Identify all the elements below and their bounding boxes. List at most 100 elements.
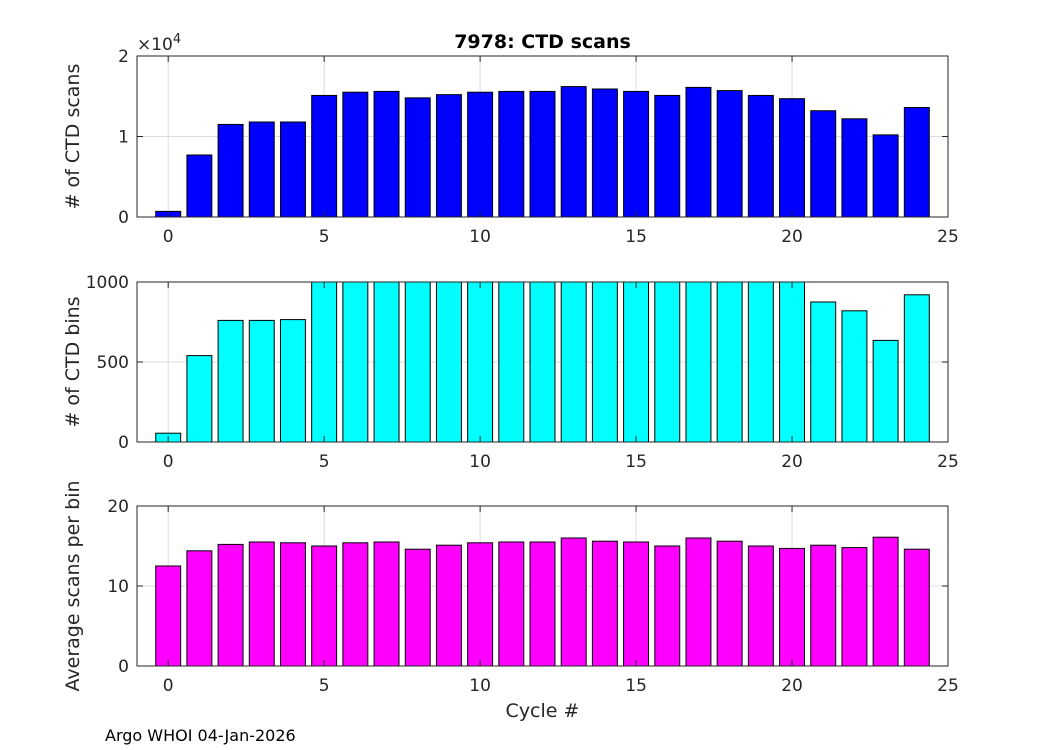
bins-bar-13	[560, 281, 587, 443]
ratio-bar-24	[903, 548, 930, 667]
scans-bar-4	[279, 121, 306, 218]
ratio-bar-16	[654, 545, 681, 667]
ratio-bar-3	[248, 541, 275, 667]
scans-bar-12	[529, 90, 556, 218]
scans-bar-20	[779, 98, 806, 218]
scans-bar-5	[311, 94, 338, 218]
y-axis-label: Average scans per bin	[62, 480, 84, 691]
bins-bar-16	[654, 281, 681, 443]
ratio-bar-18	[716, 540, 743, 667]
y-exponent-label: ×104	[137, 32, 181, 55]
ratio-bar-6	[342, 542, 369, 667]
scans-bar-21	[810, 110, 837, 218]
ratio-bar-21	[810, 544, 837, 667]
ratio-bar-15	[623, 541, 650, 667]
x-tick-label: 0	[163, 227, 174, 247]
y-tick-label: 0	[118, 433, 129, 453]
scans-bar-8	[404, 97, 431, 218]
y-tick-label: 500	[97, 353, 129, 373]
x-tick-label: 25	[937, 676, 959, 696]
ratio-bar-13	[560, 537, 587, 667]
bins-bar-2	[217, 319, 244, 443]
bins-bar-18	[716, 281, 743, 443]
bins-bar-15	[623, 281, 650, 443]
y-tick-label: 10	[107, 577, 129, 597]
ratio-bar-4	[279, 542, 306, 667]
ratio-bar-0	[155, 565, 182, 667]
scans-bar-9	[435, 94, 462, 218]
y-tick-label: 1000	[86, 273, 129, 293]
scans-per-bin-panel: 0 5 10 15 20 25 0 10 20 Average scans per bin Cycl…	[62, 480, 959, 722]
ratio-bar-20	[779, 547, 806, 667]
scans-bar-22	[841, 118, 868, 218]
bins-bar-20	[779, 281, 806, 443]
y-axis-label: # of CTD scans	[62, 64, 84, 210]
ratio-bar-10	[467, 542, 494, 667]
x-tick-label: 0	[163, 676, 174, 696]
footer-text: Argo WHOI 04-Jan-2026	[105, 726, 296, 745]
x-tick-label: 20	[781, 227, 803, 247]
ratio-bar-5	[311, 545, 338, 667]
x-tick-label: 15	[625, 676, 647, 696]
bins-bar-21	[810, 301, 837, 443]
y-tick-label: 0	[118, 208, 129, 228]
bins-bar-6	[342, 281, 369, 443]
bins-bar-9	[435, 281, 462, 443]
scans-bar-10	[467, 91, 494, 218]
bins-bar-19	[747, 281, 774, 443]
bins-bar-14	[591, 281, 618, 443]
x-tick-label: 5	[319, 676, 330, 696]
ratio-bar-19	[747, 545, 774, 667]
x-tick-label: 25	[937, 452, 959, 472]
x-tick-label: 5	[319, 452, 330, 472]
ratio-bar-11	[498, 541, 525, 667]
scans-bar-2	[217, 123, 244, 218]
x-tick-label: 20	[781, 676, 803, 696]
scans-bar-24	[903, 107, 930, 218]
y-tick-label: 2	[118, 47, 129, 67]
x-tick-label: 10	[469, 676, 491, 696]
bins-bar-24	[903, 294, 930, 443]
scans-bar-6	[342, 91, 369, 218]
bins-bar-17	[685, 281, 712, 443]
x-axis-label: Cycle #	[506, 700, 580, 722]
y-tick-label: 20	[107, 497, 129, 517]
scans-bar-7	[373, 90, 400, 218]
scans-bar-3	[248, 121, 275, 218]
scans-bar-16	[654, 94, 681, 218]
ratio-bar-12	[529, 541, 556, 667]
x-tick-label: 25	[937, 227, 959, 247]
scans-bar-15	[623, 90, 650, 218]
x-tick-label: 10	[469, 452, 491, 472]
x-tick-label: 10	[469, 227, 491, 247]
chart-title: 7978: CTD scans	[454, 31, 631, 53]
x-tick-label: 0	[163, 452, 174, 472]
bins-bar-5	[311, 281, 338, 443]
y-tick-label: 1	[118, 128, 129, 148]
scans-bar-13	[560, 86, 587, 218]
ratio-bar-22	[841, 547, 868, 667]
y-axis-label: # of CTD bins	[62, 296, 84, 427]
bins-bar-8	[404, 281, 431, 443]
ratio-bar-9	[435, 544, 462, 667]
scans-bar-17	[685, 86, 712, 218]
bins-bar-12	[529, 281, 556, 443]
bins-bar-4	[279, 319, 306, 443]
scans-bar-23	[872, 134, 899, 218]
y-tick-label: 0	[118, 657, 129, 677]
scans-bar-1	[186, 154, 213, 218]
ratio-bar-8	[404, 548, 431, 667]
ratio-bar-23	[872, 536, 899, 667]
scans-bar-18	[716, 90, 743, 218]
scans-bar-11	[498, 90, 525, 218]
scans-bar-19	[747, 94, 774, 218]
scans-panel: 0 5 10 15 20 25 0 1 2 ×104 # of CTD scans 7978: CTD…	[62, 31, 959, 247]
bins-bar-22	[841, 310, 868, 443]
x-tick-label: 15	[625, 227, 647, 247]
bins-bar-7	[373, 281, 400, 443]
scans-bar-14	[591, 88, 618, 218]
ratio-bar-14	[591, 540, 618, 667]
x-tick-label: 15	[625, 452, 647, 472]
bins-bar-1	[186, 355, 213, 443]
